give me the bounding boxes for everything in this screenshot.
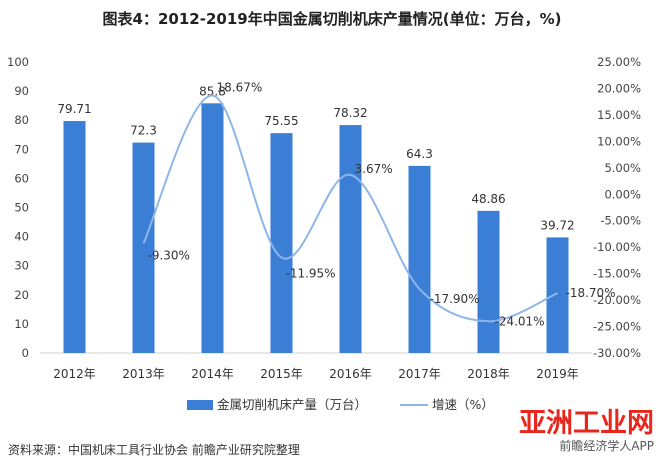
right-tick-label: -30.00% xyxy=(593,346,641,360)
left-tick-label: 20 xyxy=(14,288,29,302)
right-tick-label: 10.00% xyxy=(597,134,641,148)
right-tick-label: -10.00% xyxy=(593,240,641,254)
bar xyxy=(408,165,431,353)
legend: 金属切削机床产量（万台） 增速（%） xyxy=(187,397,494,412)
legend-bar-label: 金属切削机床产量（万台） xyxy=(217,397,367,412)
brand-logo: 亚洲工业网 xyxy=(519,408,654,439)
x-tick-label: 2019年 xyxy=(536,367,579,381)
bar xyxy=(63,121,86,353)
bar-value-label: 78.32 xyxy=(333,106,367,120)
line-value-label: -24.01% xyxy=(495,314,545,328)
right-tick-label: 15.00% xyxy=(597,108,641,122)
bar xyxy=(201,103,224,354)
line-value-label: -17.90% xyxy=(430,292,480,306)
bar xyxy=(132,142,155,353)
line-value-label: -11.95% xyxy=(286,266,336,280)
bar-value-label: 75.55 xyxy=(264,114,298,128)
right-tick-label: -15.00% xyxy=(593,267,641,281)
left-tick-label: 100 xyxy=(7,55,29,69)
line-value-label: -18.70% xyxy=(566,286,616,300)
left-axis: 0 10 20 30 40 50 60 70 80 90 100 xyxy=(7,55,592,360)
bar-value-label: 64.3 xyxy=(406,147,433,161)
line-data-labels: -9.30% 18.67% -11.95% 3.67% -17.90% -24.01% -1… xyxy=(148,80,616,328)
line-value-label: -9.30% xyxy=(148,248,190,262)
right-tick-label: 20.00% xyxy=(597,81,641,95)
left-tick-label: 0 xyxy=(22,346,29,360)
bar xyxy=(339,125,362,353)
line-value-label: 18.67% xyxy=(217,80,263,94)
legend-line-label: 增速（%） xyxy=(432,397,494,412)
bar xyxy=(477,210,500,353)
x-tick-label: 2018年 xyxy=(467,367,510,381)
left-tick-label: 50 xyxy=(14,201,29,215)
growth-line xyxy=(142,94,558,323)
x-tick-label: 2014年 xyxy=(191,367,234,381)
right-tick-label: -20.00% xyxy=(593,293,641,307)
bar-value-label: 85.8 xyxy=(199,84,226,98)
right-tick-label: -25.00% xyxy=(593,320,641,334)
left-tick-label: 70 xyxy=(14,142,29,156)
left-tick-label: 10 xyxy=(14,317,29,331)
right-tick-label: -5.00% xyxy=(600,214,641,228)
x-axis-labels: 2012年 2013年 2014年 2015年 2016年 2017年 2018年 2019年 xyxy=(53,367,579,381)
chart-title: 图表4：2012-2019年中国金属切削机床产量情况(单位：万台，%) xyxy=(102,10,562,28)
app-tag: 前瞻经济学人APP xyxy=(559,439,654,453)
line-series xyxy=(142,94,558,323)
x-tick-label: 2012年 xyxy=(53,367,96,381)
bar xyxy=(270,133,293,353)
bar xyxy=(546,237,569,353)
right-tick-label: 5.00% xyxy=(604,161,641,175)
source-note: 资料来源：中国机床工具行业协会 前瞻产业研究院整理 xyxy=(8,443,300,457)
right-tick-label: 0.00% xyxy=(604,187,641,201)
x-tick-label: 2015年 xyxy=(260,367,303,381)
bar-value-label: 48.86 xyxy=(471,192,505,206)
brand-watermark: 亚洲工业网 xyxy=(519,409,654,439)
left-tick-label: 30 xyxy=(14,259,29,273)
legend-bar-swatch xyxy=(187,400,213,410)
bar-data-labels: 79.71 72.3 85.8 75.55 78.32 64.3 48.86 39.72 xyxy=(57,84,574,232)
x-tick-label: 2013年 xyxy=(122,367,165,381)
x-tick-label: 2016年 xyxy=(329,367,372,381)
left-tick-label: 90 xyxy=(14,84,29,98)
bar-value-label: 39.72 xyxy=(540,218,574,232)
left-tick-label: 40 xyxy=(14,230,29,244)
bar-value-label: 79.71 xyxy=(57,102,91,116)
bar-series xyxy=(63,103,569,354)
line-value-label: 3.67% xyxy=(355,162,393,176)
bar-value-label: 72.3 xyxy=(130,124,157,138)
right-tick-label: 25.00% xyxy=(597,55,641,69)
x-tick-label: 2017年 xyxy=(398,367,441,381)
left-tick-label: 80 xyxy=(14,113,29,127)
right-axis: -30.00% -25.00% -20.00% -15.00% -10.00% -5.00… xyxy=(593,55,641,360)
left-tick-label: 60 xyxy=(14,171,29,185)
